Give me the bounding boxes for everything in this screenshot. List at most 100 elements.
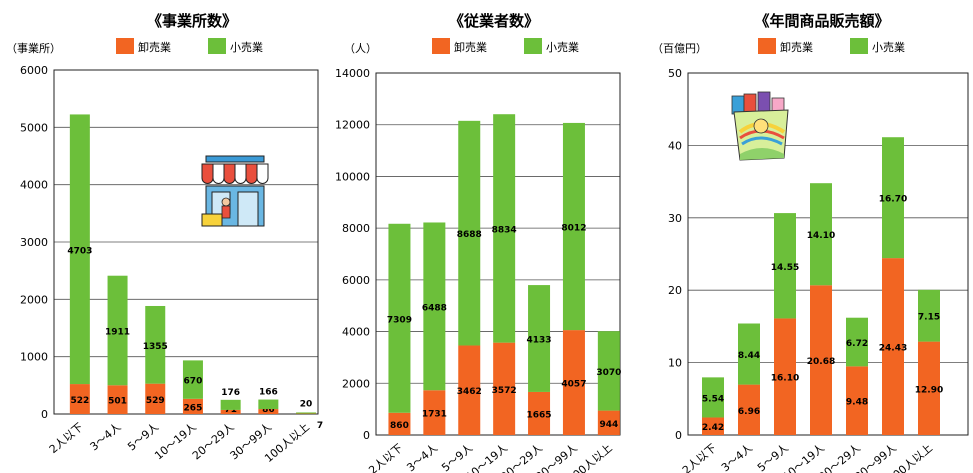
data-label: 86 xyxy=(262,405,275,415)
x-tick-label: 20～29人 xyxy=(816,441,863,473)
data-label: 20.68 xyxy=(807,357,835,367)
legend-label: 小売業 xyxy=(546,41,579,54)
data-label: 8834 xyxy=(492,225,517,235)
x-tick-label: 2人以下 xyxy=(47,420,86,456)
x-tick-label: 10～19人 xyxy=(780,441,827,473)
bar-segment-wholesale xyxy=(220,409,241,414)
y-tick-label: 40 xyxy=(668,139,682,152)
data-label: 7 xyxy=(317,421,323,431)
data-label: 860 xyxy=(390,421,409,431)
data-label: 3572 xyxy=(492,386,517,396)
bar-segment-retail xyxy=(528,285,551,392)
y-tick-label: 50 xyxy=(668,67,682,80)
y-tick-label: 8000 xyxy=(342,222,370,235)
y-tick-label: 10 xyxy=(668,357,682,370)
legend-swatch xyxy=(432,38,450,54)
legend-swatch xyxy=(208,38,226,54)
bar-segment-wholesale xyxy=(458,345,481,435)
chart-title: 《従業者数》 xyxy=(449,12,539,30)
data-label: 14.55 xyxy=(771,263,799,273)
bar-segment-retail xyxy=(69,114,90,385)
data-label: 4133 xyxy=(527,336,552,346)
bar-segment-wholesale xyxy=(810,285,832,435)
y-tick-label: 1000 xyxy=(20,351,48,364)
data-label: 6.72 xyxy=(846,339,868,349)
y-axis-unit: （事業所） xyxy=(6,42,61,55)
data-label: 1355 xyxy=(143,342,168,352)
bar-segment-wholesale xyxy=(388,412,411,435)
data-label: 176 xyxy=(221,388,240,398)
bar-segment-retail xyxy=(296,412,317,414)
bar-segment-retail xyxy=(458,120,481,346)
bar-segment-wholesale xyxy=(774,318,796,435)
legend-label: 卸売業 xyxy=(780,40,813,54)
bar-segment-wholesale xyxy=(145,383,166,414)
bar-segment-retail xyxy=(493,114,516,343)
data-label: 9.48 xyxy=(846,398,868,408)
data-label: 2.42 xyxy=(702,423,724,433)
bar-segment-wholesale xyxy=(702,417,724,435)
bar-segment-wholesale xyxy=(69,384,90,414)
y-tick-label: 4000 xyxy=(342,326,370,339)
legend-label: 卸売業 xyxy=(454,40,487,54)
data-label: 501 xyxy=(108,397,127,407)
chart-title: 《年間商品販売額》 xyxy=(754,12,889,30)
chart-1: 《事業所数》 （事業所） 卸売業 小売業 0 1000 2000 3000 4000 5000 60… xyxy=(6,12,323,465)
y-tick-label: 5000 xyxy=(20,121,48,134)
bar-segment-retail xyxy=(774,213,796,319)
chart-title: 《事業所数》 xyxy=(147,12,237,30)
bar-segment-retail xyxy=(846,317,868,367)
data-label: 3462 xyxy=(457,387,482,397)
x-tick-label: 30～99人 xyxy=(852,441,899,473)
y-tick-label: 0 xyxy=(363,429,370,442)
bar-segment-wholesale xyxy=(528,391,551,435)
data-label: 1665 xyxy=(527,410,552,420)
data-label: 166 xyxy=(259,388,278,398)
x-tick-label: 3～4人 xyxy=(719,441,755,473)
y-tick-label: 0 xyxy=(675,429,682,442)
data-label: 7.15 xyxy=(918,313,940,323)
data-label: 16.70 xyxy=(879,195,907,205)
data-label: 14.10 xyxy=(807,231,835,241)
y-tick-label: 20 xyxy=(668,284,682,297)
bar-segment-wholesale xyxy=(918,341,940,435)
bar-segment-retail xyxy=(145,305,166,384)
bar-segment-wholesale xyxy=(423,390,446,435)
data-label: 5.54 xyxy=(702,394,724,404)
bar-segment-wholesale xyxy=(182,398,203,414)
x-tick-label: 2人以下 xyxy=(366,441,405,473)
bar-segment-retail xyxy=(107,275,128,386)
data-label: 8.44 xyxy=(738,351,760,361)
y-tick-label: 12000 xyxy=(335,119,370,132)
y-tick-label: 6000 xyxy=(342,274,370,287)
data-label: 529 xyxy=(146,396,165,406)
data-label: 8012 xyxy=(561,224,586,234)
y-tick-label: 14000 xyxy=(335,67,370,80)
data-label: 670 xyxy=(184,377,203,387)
data-label: 24.43 xyxy=(879,344,907,354)
bar-segment-retail xyxy=(597,331,620,411)
y-tick-label: 6000 xyxy=(20,64,48,77)
legend-swatch xyxy=(116,38,134,54)
bar-segment-retail xyxy=(182,360,203,399)
data-label: 6.96 xyxy=(738,407,760,417)
legend-label: 卸売業 xyxy=(138,40,171,54)
bar-segment-wholesale xyxy=(846,366,868,435)
y-tick-label: 0 xyxy=(41,408,48,421)
data-label: 7309 xyxy=(387,315,412,325)
shopping-bag-icon xyxy=(731,91,789,161)
bar-segment-retail xyxy=(918,289,940,342)
data-label: 12.90 xyxy=(915,385,943,395)
bar-segment-retail xyxy=(258,399,279,410)
y-tick-label: 2000 xyxy=(342,377,370,390)
data-label: 4057 xyxy=(561,380,586,390)
x-tick-label: 3～4人 xyxy=(404,441,440,473)
bar-segment-wholesale xyxy=(738,384,760,435)
data-label: 71 xyxy=(224,405,237,415)
bar-segment-retail xyxy=(738,323,760,385)
x-tick-label: 2人以下 xyxy=(680,441,719,473)
chart-3: 《年間商品販売額》 （百億円） 卸売業 小売業 0 10 20 30 40 50 2.42 5.54 2… xyxy=(652,12,969,473)
bar-segment-retail xyxy=(810,183,832,286)
data-label: 944 xyxy=(599,420,618,430)
